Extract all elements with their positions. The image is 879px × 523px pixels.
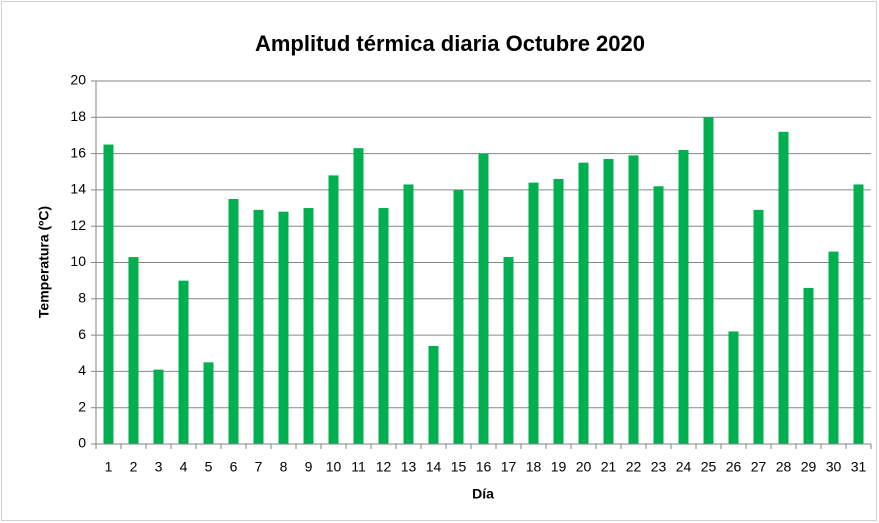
y-tick-label: 0 bbox=[78, 435, 86, 451]
bar bbox=[528, 182, 539, 444]
bar bbox=[453, 189, 464, 444]
x-tick-label: 21 bbox=[601, 459, 617, 475]
x-tick-label: 10 bbox=[326, 459, 342, 475]
bar bbox=[228, 198, 239, 444]
bar bbox=[403, 184, 414, 444]
bar bbox=[328, 175, 339, 444]
x-tick-label: 13 bbox=[401, 459, 417, 475]
bar bbox=[303, 208, 314, 444]
x-tick-label: 29 bbox=[801, 459, 817, 475]
y-tick-label: 4 bbox=[78, 362, 86, 378]
x-tick-label: 9 bbox=[305, 459, 313, 475]
y-tick-label: 20 bbox=[70, 72, 86, 88]
x-tick-label: 14 bbox=[426, 459, 442, 475]
bar bbox=[653, 186, 664, 444]
bar bbox=[203, 362, 214, 444]
bar bbox=[828, 251, 839, 444]
x-tick-label: 12 bbox=[376, 459, 392, 475]
x-tick-label: 27 bbox=[751, 459, 767, 475]
bar bbox=[728, 331, 739, 444]
y-tick-label: 8 bbox=[78, 290, 86, 306]
bar bbox=[178, 280, 189, 444]
y-tick-label: 12 bbox=[70, 217, 86, 233]
x-tick-label: 18 bbox=[526, 459, 542, 475]
bar bbox=[378, 208, 389, 444]
x-tick-label: 5 bbox=[205, 459, 213, 475]
bar bbox=[278, 211, 289, 444]
y-tick-label: 6 bbox=[78, 326, 86, 342]
x-tick-label: 25 bbox=[701, 459, 717, 475]
x-tick-label: 20 bbox=[576, 459, 592, 475]
y-tick-label: 14 bbox=[70, 181, 86, 197]
x-tick-label: 30 bbox=[826, 459, 842, 475]
x-tick-label: 15 bbox=[451, 459, 467, 475]
x-tick-label: 11 bbox=[351, 459, 366, 475]
bar bbox=[153, 369, 164, 444]
x-tick-label: 19 bbox=[551, 459, 567, 475]
bar bbox=[603, 159, 614, 445]
bar bbox=[353, 148, 364, 444]
x-tick-label: 7 bbox=[255, 459, 263, 475]
bar bbox=[128, 257, 139, 444]
bar bbox=[703, 117, 714, 445]
bar bbox=[628, 155, 639, 445]
x-tick-label: 23 bbox=[651, 459, 667, 475]
x-tick-label: 28 bbox=[776, 459, 792, 475]
x-tick-label: 22 bbox=[626, 459, 642, 475]
bar bbox=[103, 144, 114, 444]
bar bbox=[778, 131, 789, 444]
x-tick-label: 8 bbox=[280, 459, 288, 475]
x-tick-label: 16 bbox=[476, 459, 492, 475]
x-tick-label: 31 bbox=[851, 459, 867, 475]
y-axis-label: Temperatura (ºC) bbox=[36, 206, 52, 318]
x-axis-label: Día bbox=[472, 486, 494, 502]
y-tick-label: 18 bbox=[70, 108, 86, 124]
bar bbox=[553, 179, 564, 444]
bar bbox=[803, 287, 814, 444]
x-tick-label: 24 bbox=[676, 459, 692, 475]
bar bbox=[753, 209, 764, 444]
bar bbox=[578, 162, 589, 445]
x-tick-label: 17 bbox=[501, 459, 517, 475]
x-tick-label: 26 bbox=[726, 459, 742, 475]
y-tick-label: 16 bbox=[70, 144, 86, 160]
chart-title: Amplitud térmica diaria Octubre 2020 bbox=[255, 31, 645, 56]
x-tick-label: 3 bbox=[155, 459, 163, 475]
y-tick-label: 10 bbox=[70, 253, 86, 269]
bar bbox=[678, 149, 689, 444]
bar bbox=[853, 184, 864, 444]
bar bbox=[478, 153, 489, 444]
y-tick-label: 2 bbox=[78, 398, 86, 414]
bar bbox=[503, 257, 514, 444]
x-tick-label: 2 bbox=[130, 459, 138, 475]
x-tick-label: 6 bbox=[230, 459, 238, 475]
x-tick-label: 1 bbox=[105, 459, 113, 475]
x-tick-label: 4 bbox=[180, 459, 188, 475]
bar bbox=[253, 209, 264, 444]
bar bbox=[428, 345, 439, 444]
